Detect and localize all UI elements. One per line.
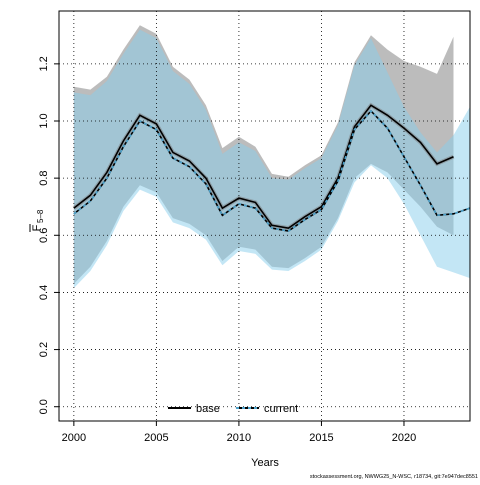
current-confidence-band (73, 29, 471, 289)
y-tick-label-0.8: 0.8 (38, 170, 50, 185)
legend: base current (168, 403, 298, 415)
x-axis-label: Years (251, 457, 279, 469)
x-tick-label-2005: 2005 (144, 432, 168, 444)
base-line (73, 104, 454, 229)
grid-lines (59, 11, 470, 421)
y-tick-label-0.6: 0.6 (38, 228, 50, 243)
y-tick-label-0.4: 0.4 (38, 285, 50, 300)
y-axis-label: F 5–8 (29, 209, 45, 232)
footer-caption: stockassessment.org, NWWG25_N-WSC, r1873… (310, 474, 478, 480)
y-tick-label-0.0: 0.0 (38, 399, 50, 414)
axes: 2000 2005 2010 2015 2020 0.0 0.2 0.4 0.6 0.8 1.0 1.… (38, 56, 416, 444)
y-tick-label-1.0: 1.0 (38, 113, 50, 128)
x-tick-label-2020: 2020 (392, 432, 416, 444)
plot-frame (58, 10, 471, 422)
y-axis-label-main: F (31, 224, 43, 231)
x-tick-label-2015: 2015 (309, 432, 333, 444)
current-line-dash (73, 109, 471, 232)
legend-base-label: base (196, 403, 220, 415)
legend-current-label: current (264, 403, 298, 415)
y-tick-label-0.2: 0.2 (38, 342, 50, 357)
y-axis-label-sub: 5–8 (36, 209, 45, 223)
x-tick-label-2010: 2010 (227, 432, 251, 444)
series-lines (72, 102, 471, 232)
y-tick-label-1.2: 1.2 (38, 56, 50, 71)
confidence-bands (73, 25, 471, 289)
x-tick-label-2000: 2000 (62, 432, 86, 444)
